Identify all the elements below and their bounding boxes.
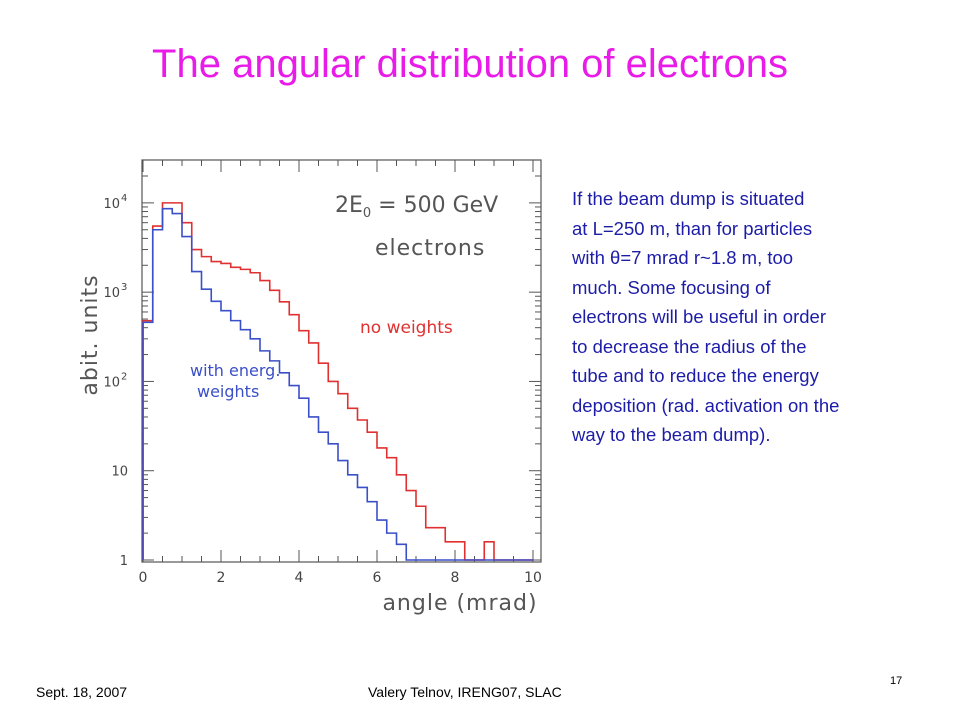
y-tick-exponent: 4: [121, 193, 127, 204]
side-text-line: If the beam dump is situated: [572, 188, 805, 209]
x-tick-label: 6: [373, 570, 382, 586]
legend-label-energy-weights-line2: weights: [197, 382, 259, 401]
legend-label-energy-weights: with energ.: [190, 361, 280, 380]
footer-date: Sept. 18, 2007: [36, 684, 128, 700]
particle-label: electrons: [375, 236, 485, 261]
side-text-line: with θ=7 mrad r~1.8 m, too: [572, 247, 794, 268]
y-tick-label: 1: [120, 554, 128, 569]
y-tick-label: 10: [103, 197, 120, 212]
x-tick-label: 2: [217, 570, 226, 586]
histogram-series-energy-weights: [142, 207, 533, 561]
slide-title: The angular distribution of electrons: [152, 42, 788, 86]
x-tick-label: 8: [451, 570, 460, 586]
side-text-line: at L=250 m, than for particles: [572, 217, 813, 239]
side-text-line: much. Some focusing of: [572, 276, 771, 298]
x-tick-label: 10: [524, 570, 542, 586]
side-text-block: If the beam dump is situated at L=250 m,…: [572, 184, 942, 450]
y-tick-exponent: 2: [121, 371, 127, 382]
energy-label: 2E0 = 500 GeV: [335, 193, 498, 221]
side-text-line: electrons will be useful in order: [572, 306, 826, 327]
page-number: 17: [890, 675, 903, 687]
y-tick-exponent: 3: [121, 282, 127, 293]
y-tick-label: 10: [103, 286, 120, 301]
side-text-line: tube and to reduce the energy: [572, 365, 819, 386]
side-text-line: deposition (rad. activation on the: [572, 394, 840, 416]
y-axis-label: abit. units: [78, 274, 103, 395]
footer-author: Valery Telnov, IRENG07, SLAC: [368, 684, 562, 700]
legend-label-no-weights: no weights: [360, 318, 453, 338]
plot-frame: [141, 159, 542, 563]
x-axis-label: angle (mrad): [382, 591, 537, 616]
x-tick-label: 4: [295, 570, 304, 586]
x-tick-label: 0: [139, 570, 148, 586]
side-text-line: to decrease the radius of the: [572, 335, 807, 357]
histogram-series-no-weights: [142, 202, 533, 561]
side-text-line: way to the beam dump).: [572, 424, 771, 445]
y-tick-label: 10: [103, 375, 120, 390]
y-tick-label: 10: [111, 465, 128, 480]
